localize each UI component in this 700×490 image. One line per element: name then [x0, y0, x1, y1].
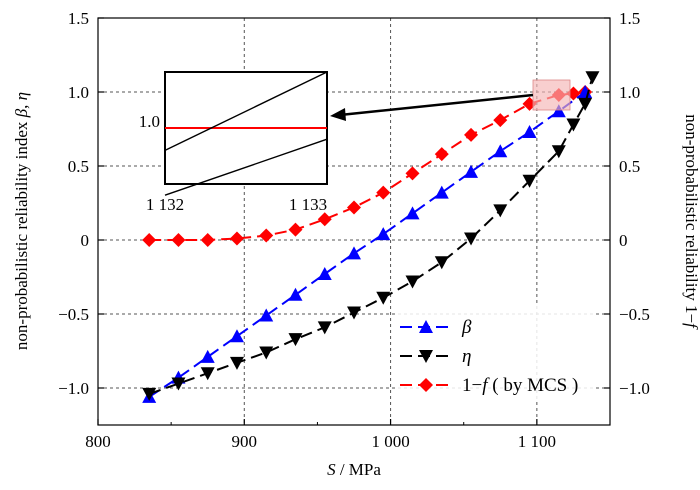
series-0-marker — [376, 227, 391, 241]
inset-lines — [164, 71, 328, 196]
zoom-region-marker — [532, 79, 571, 111]
y-tick-label-right: 1.0 — [619, 83, 640, 102]
series-0-marker — [200, 349, 215, 363]
x-tick-label: 800 — [85, 432, 111, 451]
y-tick-label-right: 0 — [619, 231, 628, 250]
inset-x-tick-label-right: 1 133 — [289, 195, 327, 214]
svg-text:1−f ( by MCS ): 1−f ( by MCS ) — [462, 375, 578, 396]
y-tick-label-right: 0.5 — [619, 157, 640, 176]
legend-entry-beta: β — [400, 317, 472, 338]
series-1-marker — [200, 367, 215, 381]
series-1-marker — [259, 346, 274, 360]
series-1-marker — [317, 321, 332, 335]
y-tick-label-left: 0.5 — [68, 157, 89, 176]
series-2-marker — [405, 166, 420, 181]
series-1-marker — [551, 145, 566, 159]
series-1-marker — [376, 291, 391, 305]
inset-line-2 — [164, 138, 328, 196]
series-1-marker — [493, 204, 508, 218]
series-2-marker — [259, 228, 274, 243]
y-tick-label-left: −1.0 — [58, 379, 89, 398]
inset-line-1 — [164, 71, 328, 152]
legend-entry-mcs: 1−f ( by MCS ) — [400, 375, 578, 396]
x-axis-label: S / MPa — [327, 460, 381, 479]
series-0-marker — [347, 246, 361, 260]
series-1-marker — [229, 356, 244, 370]
zoom-callout-arrow — [330, 93, 534, 121]
series-0-marker — [578, 85, 593, 98]
inset-zoom-plot: 1.0 1 132 1 133 — [139, 71, 328, 214]
series-2-marker — [434, 147, 449, 162]
series-1-marker — [405, 275, 420, 289]
svg-text:η: η — [462, 346, 471, 367]
y-tick-label-right: −1.0 — [619, 379, 650, 398]
y-axis-label-left: non-probabilistic reliability index β, η — [12, 92, 31, 350]
series-0-marker — [493, 144, 508, 158]
y-tick-label-left: −0.5 — [58, 305, 89, 324]
series-0-marker — [551, 104, 566, 118]
series-2-marker — [347, 200, 361, 215]
x-tick-label: 1 100 — [518, 432, 556, 451]
y-tick-label-right: −0.5 — [619, 305, 650, 324]
y-tick-label-left: 1.5 — [68, 9, 89, 28]
series-0-marker — [259, 308, 274, 322]
series-0-marker — [434, 185, 449, 199]
series-1-marker — [288, 333, 303, 347]
series-1-marker — [566, 118, 581, 132]
y-tick-label-right: 1.5 — [619, 9, 640, 28]
series-1-marker — [522, 174, 537, 188]
series-1-marker — [142, 387, 157, 401]
series-0-marker — [288, 287, 303, 301]
series-0-marker — [317, 267, 332, 281]
legend-entry-eta: η — [400, 346, 471, 367]
series-2-marker — [200, 233, 215, 247]
series-2-marker — [376, 185, 391, 200]
inset-y-tick-label: 1.0 — [139, 112, 160, 131]
series-2-marker — [229, 231, 244, 246]
svg-text:β: β — [461, 317, 472, 338]
series-2-marker — [317, 212, 332, 227]
series-2-marker — [493, 113, 508, 128]
series-1-marker — [464, 232, 479, 246]
series-0-marker — [522, 124, 537, 138]
inset-x-tick-label-left: 1 132 — [146, 195, 184, 214]
series-2-marker — [464, 127, 479, 142]
series-1-marker — [347, 306, 361, 320]
series-2-marker — [171, 233, 186, 247]
series-0-marker — [405, 206, 420, 220]
series-0-marker — [464, 164, 479, 178]
y-axis-label-right: non-probabilistic reliability 1−f — [682, 114, 700, 330]
legend: β η 1−f ( by MCS ) — [395, 305, 595, 400]
series-1-marker — [171, 377, 186, 391]
y-tick-label-left: 1.0 — [68, 83, 89, 102]
series-1-marker — [434, 256, 449, 270]
x-tick-label: 900 — [232, 432, 258, 451]
series-2-marker — [142, 233, 157, 247]
series-2-marker — [288, 222, 303, 237]
plot-frame — [97, 17, 611, 426]
x-tick-label: 1 000 — [371, 432, 409, 451]
ticks: 800 900 1 000 1 100 −1.0 −1.0 −0.5 −0.5 0 0 0.5 0.5… — [58, 9, 650, 451]
y-tick-label-left: 0 — [81, 231, 90, 250]
series-1-marker — [578, 97, 593, 111]
series-0-marker — [229, 329, 244, 343]
series-1-marker — [585, 71, 600, 85]
